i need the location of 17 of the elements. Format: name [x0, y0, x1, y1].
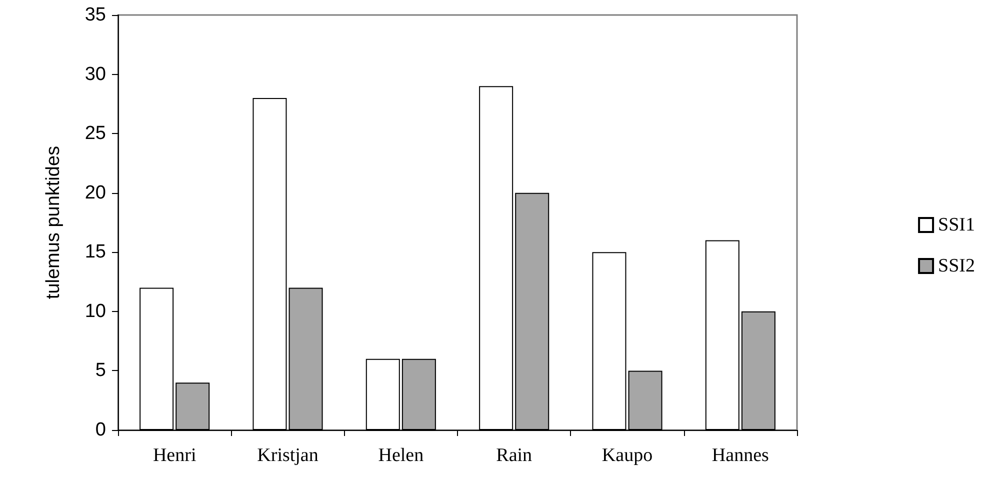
y-tick-label: 0 — [95, 420, 106, 440]
x-tick-label: Rain — [496, 445, 533, 466]
y-tick-label: 20 — [84, 182, 106, 204]
x-tick-label: Kaupo — [602, 445, 653, 466]
legend-label: SSI2 — [938, 256, 976, 276]
y-tick-label: 25 — [84, 123, 106, 144]
x-tick-label: Hannes — [712, 445, 769, 466]
y-tick-label: 5 — [95, 360, 106, 382]
y-tick-label: 35 — [84, 4, 106, 26]
y-tick-label: 10 — [84, 300, 106, 322]
y-tick-label: 15 — [84, 242, 106, 263]
legend-label: SSI1 — [938, 214, 976, 236]
x-tick-label: Kristjan — [257, 445, 319, 466]
x-tick-label: Helen — [378, 445, 424, 466]
y-axis-title: tulemus punktides — [43, 146, 64, 300]
x-tick-label: Henri — [152, 445, 196, 466]
y-tick-label: 30 — [84, 64, 106, 85]
